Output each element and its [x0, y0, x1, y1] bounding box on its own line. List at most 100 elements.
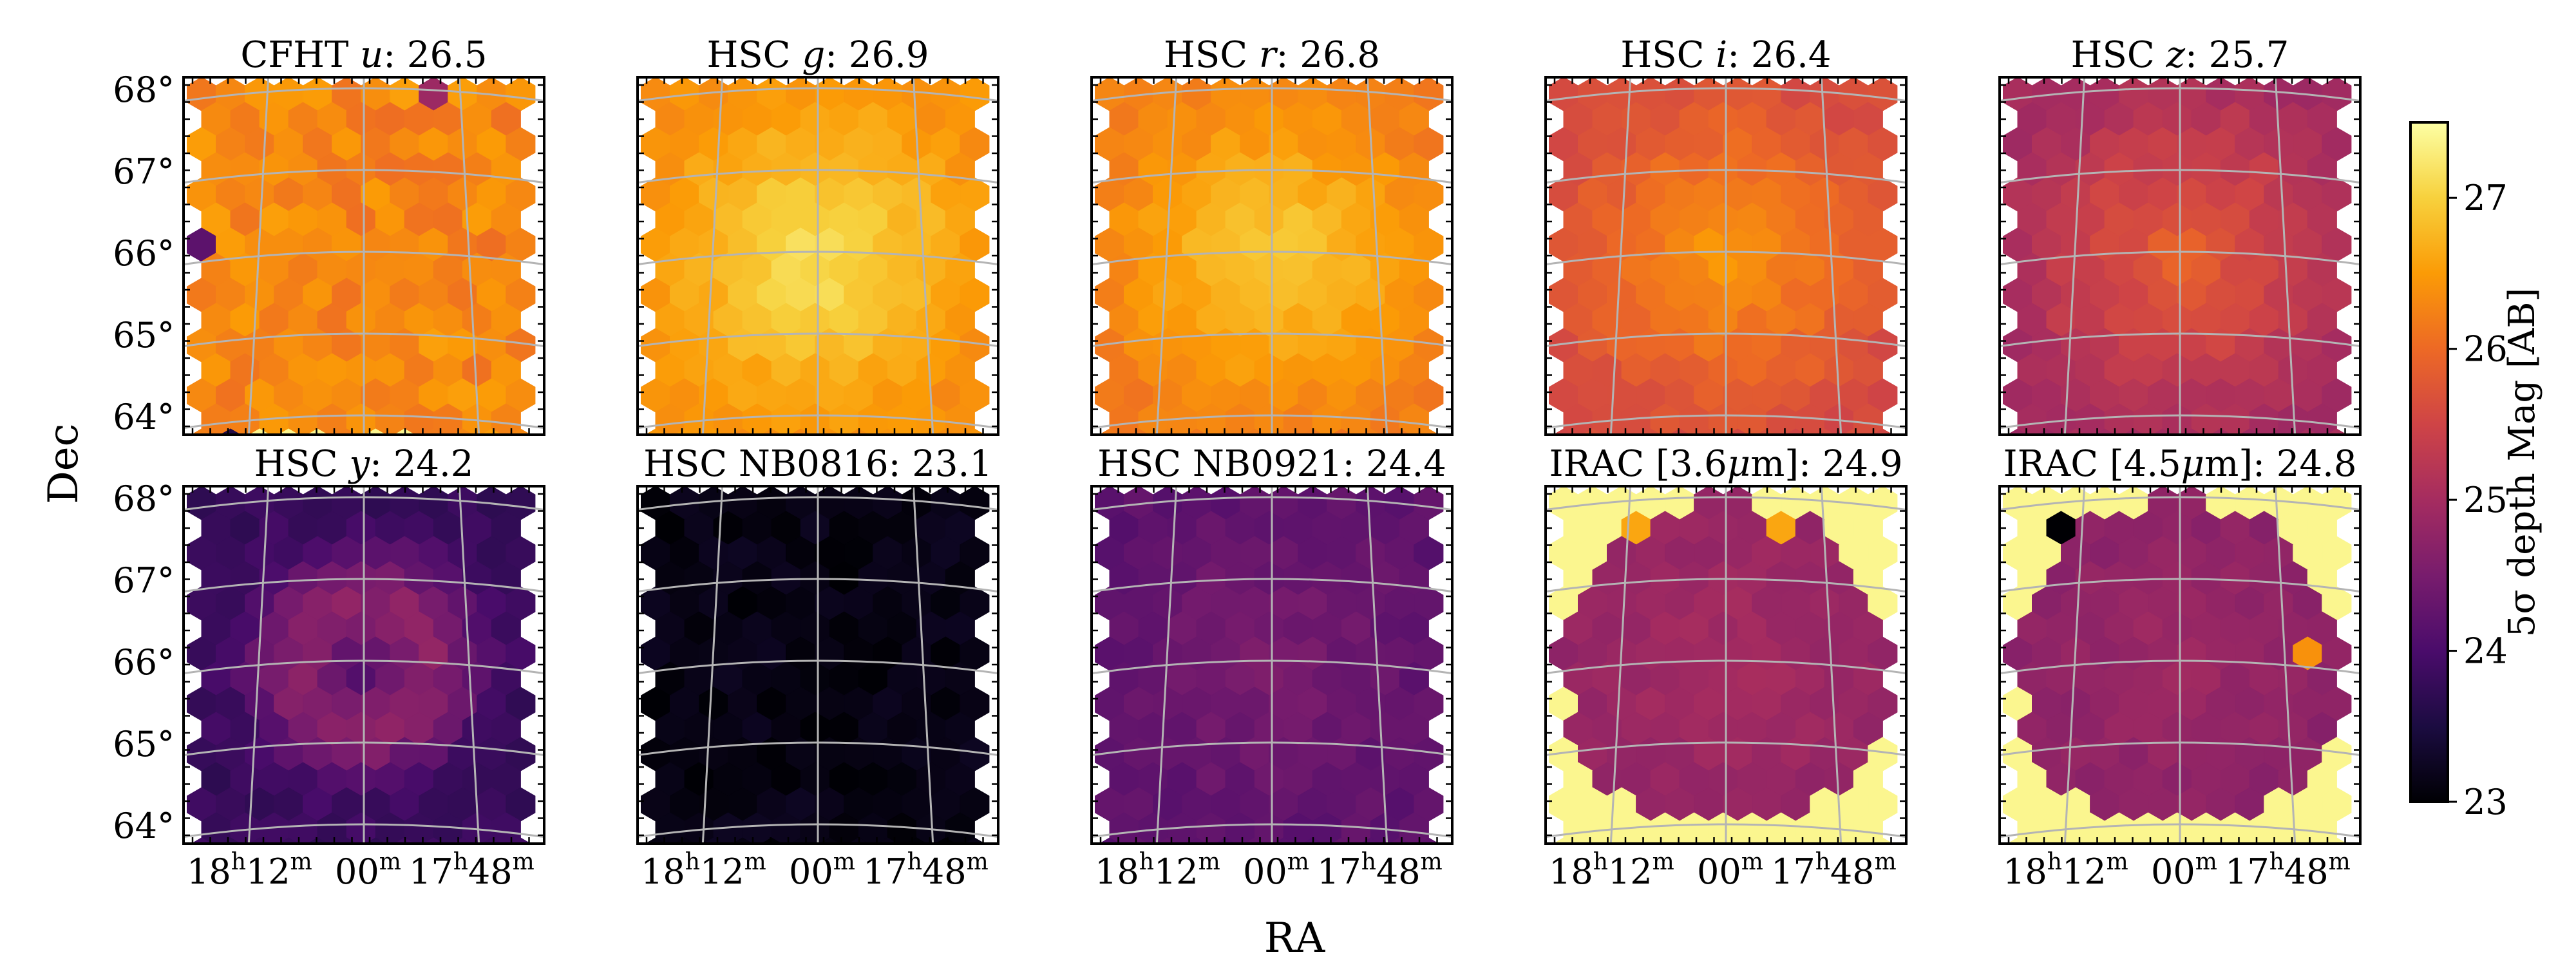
heatmap-panel: HSC NB0921: 24.4 18h12m 00m 17h48m	[1090, 443, 1454, 892]
hex-cell	[2297, 428, 2318, 435]
x-tick-label: 17h48m	[863, 849, 989, 892]
hex-cell	[2094, 837, 2116, 844]
ra-gridline	[1609, 486, 1632, 844]
colorbar-tick-label: 24	[2463, 631, 2508, 672]
hex-cell	[674, 837, 696, 844]
x-tick-label: 00m	[2151, 849, 2217, 892]
ra-gridline	[1366, 486, 1388, 844]
hex-cell	[1399, 403, 1429, 435]
ra-gridline	[1820, 486, 1842, 844]
x-tick-label: 00m	[1697, 849, 1763, 892]
hex-cell	[2123, 428, 2145, 435]
hex-cell	[1417, 428, 1439, 435]
hex-cell	[703, 837, 724, 844]
hex-cell	[1157, 837, 1179, 844]
heatmap-panel: IRAC [3.6μm]: 24.9 18h12m 00m 17h48m	[1544, 443, 1908, 892]
hex-cell	[2239, 837, 2260, 844]
hex-cell	[1186, 837, 1208, 844]
ra-gridline	[2274, 77, 2297, 435]
ra-gridline	[1820, 77, 1842, 435]
hex-cell	[645, 837, 667, 844]
heatmap-panel: IRAC [4.5μm]: 24.8 18h12m 00m 17h48m	[1998, 443, 2362, 892]
hex-cell	[220, 428, 242, 435]
hex-cell	[945, 403, 975, 435]
hex-cell	[876, 837, 898, 844]
hex-cell	[1871, 837, 1893, 844]
hex-cell	[674, 428, 696, 435]
panel-title: HSC y: 24.2	[254, 443, 474, 485]
colorbar-tick-label: 27	[2463, 178, 2508, 218]
hex-cell	[2007, 428, 2029, 435]
hex-cell	[2036, 837, 2058, 844]
hex-cell	[2123, 837, 2145, 844]
ra-gridline	[701, 486, 724, 844]
hex-cell	[1842, 837, 1864, 844]
hex-cell	[220, 837, 242, 844]
panel-title: HSC NB0816: 23.1	[643, 443, 992, 485]
hex-cell	[1582, 837, 1604, 844]
x-tick-label: 18h12m	[641, 849, 766, 892]
hex-cell	[761, 837, 782, 844]
ra-gridline	[247, 77, 270, 435]
y-tick-label: 65°	[113, 315, 175, 355]
ra-gridline	[1366, 77, 1388, 435]
heatmap-panel: HSC y: 24.2 68° 67° 66° 65° 64° 18h12m 00m 17h48…	[113, 443, 545, 892]
hex-cell	[963, 428, 985, 435]
x-tick-label: 18h12m	[1095, 849, 1220, 892]
hex-cell	[1215, 837, 1236, 844]
y-tick-label: 67°	[113, 560, 175, 601]
hex-cell	[1157, 428, 1179, 435]
hex-cell	[480, 428, 502, 435]
hex-cell	[1273, 837, 1294, 844]
hex-cell	[1553, 428, 1575, 435]
heatmap-panel: HSC i: 26.4	[1544, 34, 1908, 436]
colorbar-tick-label: 23	[2463, 782, 2508, 822]
x-tick-label: 00m	[1243, 849, 1309, 892]
hex-cell	[1128, 837, 1150, 844]
hex-cell	[2325, 837, 2347, 844]
hex-cell	[2007, 837, 2029, 844]
hex-cell	[491, 403, 521, 435]
hex-cell	[732, 428, 753, 435]
hex-cell	[703, 428, 724, 435]
hex-cell	[1640, 428, 1662, 435]
hex-cell	[2325, 428, 2347, 435]
hex-cell	[1727, 837, 1748, 844]
hex-cell	[2239, 428, 2260, 435]
x-tick-label: 17h48m	[2225, 849, 2351, 892]
hex-cell	[1785, 837, 1806, 844]
hex-cell	[191, 428, 213, 435]
hex-cell	[1215, 428, 1236, 435]
hex-cell	[509, 428, 531, 435]
ra-gridline	[2274, 486, 2297, 844]
hex-cell	[2307, 403, 2337, 435]
colorbar-gradient	[2409, 121, 2449, 803]
y-tick-label: 66°	[113, 233, 175, 274]
x-tick-label: 00m	[789, 849, 855, 892]
x-tick-label: 17h48m	[1771, 849, 1897, 892]
hex-cell	[819, 837, 840, 844]
ra-gridline	[912, 77, 934, 435]
hex-cell	[2297, 837, 2318, 844]
heatmap-panel: HSC g: 26.9	[636, 34, 999, 436]
hex-cell	[934, 837, 956, 844]
y-tick-label: 67°	[113, 151, 175, 192]
x-axis-label: RA	[1264, 914, 1325, 962]
hex-cell	[2065, 837, 2087, 844]
heatmap-panel: CFHT u: 26.5 68° 67° 66° 65° 64°	[113, 34, 545, 437]
hex-cell	[2181, 428, 2202, 435]
hex-cell	[365, 428, 386, 435]
hex-cell	[2307, 812, 2337, 844]
ra-gridline	[2063, 77, 2086, 435]
hex-cell	[732, 837, 753, 844]
hex-cell	[1186, 428, 1208, 435]
hex-cell	[1669, 428, 1690, 435]
panels: CFHT u: 26.5 68° 67° 66° 65° 64° HSC g: 26.9 HS…	[113, 34, 2362, 892]
ra-gridline	[2063, 486, 2086, 844]
hex-cell	[278, 428, 299, 435]
hex-cell	[307, 428, 328, 435]
hex-cell	[761, 428, 782, 435]
y-tick-label: 68°	[113, 70, 175, 110]
colorbar-tick-label: 25	[2463, 480, 2508, 520]
hex-cell	[1553, 837, 1575, 844]
